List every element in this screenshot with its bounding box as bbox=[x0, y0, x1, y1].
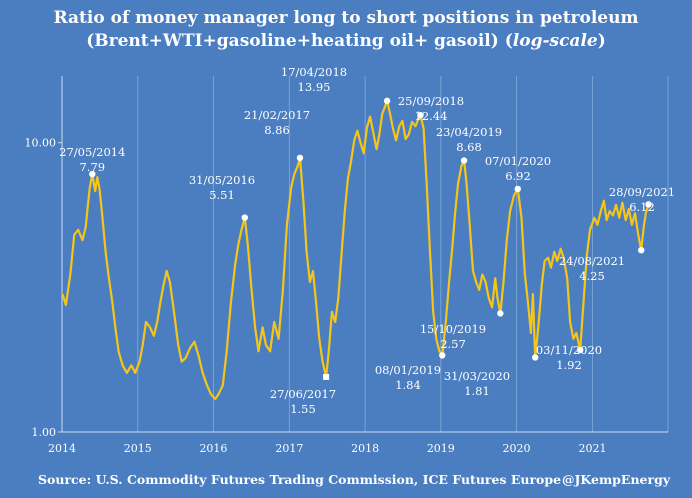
annotation-value: 7.79 bbox=[79, 160, 105, 174]
annotation-value: 6.12 bbox=[629, 200, 655, 214]
annotation-date: 23/04/2019 bbox=[436, 125, 502, 139]
annotation-marker bbox=[417, 112, 424, 119]
annotation-value: 6.92 bbox=[505, 169, 531, 183]
annotation-marker bbox=[89, 170, 96, 178]
annotation-marker bbox=[383, 97, 391, 105]
source-note: Source: U.S. Commodity Futures Trading C… bbox=[38, 472, 562, 487]
annotation-date: 24/08/2021 bbox=[559, 254, 625, 268]
y-tick-label: 1.00 bbox=[32, 426, 57, 439]
annotation-value: 8.68 bbox=[456, 140, 482, 154]
annotation-marker bbox=[497, 310, 504, 317]
annotation-value: 2.57 bbox=[440, 337, 466, 351]
annotation-date: 27/05/2014 bbox=[59, 145, 125, 159]
annotation-date: 17/04/2018 bbox=[281, 65, 347, 79]
annotation-date: 08/01/2019 bbox=[375, 363, 441, 377]
x-tick-label: 2018 bbox=[351, 442, 379, 455]
x-tick-label: 2017 bbox=[275, 442, 303, 455]
annotation-marker bbox=[638, 246, 645, 254]
subtitle-italic: log-scale bbox=[512, 31, 598, 51]
chart-title: Ratio of money manager long to short pos… bbox=[53, 8, 639, 28]
annotation-value: 4.25 bbox=[579, 269, 605, 283]
annotation-value: 1.92 bbox=[556, 358, 582, 372]
annotation-date: 25/09/2018 bbox=[398, 94, 464, 108]
annotation-marker bbox=[514, 185, 521, 193]
x-tick-label: 2014 bbox=[48, 442, 76, 455]
annotation-date: 15/10/2019 bbox=[420, 322, 486, 336]
annotation-value: 1.81 bbox=[464, 384, 490, 398]
subtitle-suffix: ) bbox=[597, 31, 606, 51]
x-tick-label: 2021 bbox=[578, 442, 606, 455]
x-tick-label: 2020 bbox=[503, 442, 531, 455]
annotation-marker bbox=[460, 157, 468, 164]
x-tick-label: 2016 bbox=[199, 442, 227, 455]
annotation-date: 21/02/2017 bbox=[244, 108, 310, 122]
annotation-date: 03/11/2020 bbox=[536, 343, 602, 357]
x-tick-label: 2015 bbox=[124, 442, 152, 455]
series-line bbox=[61, 99, 650, 401]
chart-subtitle: (Brent+WTI+gasoline+heating oil+ gasoil)… bbox=[0, 31, 692, 51]
annotation-marker bbox=[645, 201, 652, 208]
author-handle: @JKempEnergy bbox=[562, 472, 671, 487]
annotation-value: 1.55 bbox=[290, 402, 316, 416]
annotation-date: 31/05/2016 bbox=[189, 173, 255, 187]
annotation-marker bbox=[296, 154, 304, 162]
annotation-value: 12.44 bbox=[415, 109, 448, 123]
annotation-marker bbox=[241, 214, 248, 221]
annotation-date: 27/06/2017 bbox=[270, 387, 336, 401]
annotation-marker bbox=[439, 352, 446, 359]
x-tick-label: 2019 bbox=[427, 442, 455, 455]
annotation-date: 31/03/2020 bbox=[444, 369, 510, 383]
annotation-value: 8.86 bbox=[264, 123, 290, 137]
annotation-marker bbox=[323, 373, 330, 380]
annotation-value: 1.84 bbox=[395, 378, 421, 392]
annotation-value: 5.51 bbox=[209, 188, 235, 202]
annotation-date: 28/09/2021 bbox=[609, 185, 675, 199]
annotation-date: 07/01/2020 bbox=[485, 154, 551, 168]
annotation-value: 13.95 bbox=[298, 80, 331, 94]
annotation-marker bbox=[577, 346, 584, 354]
subtitle-prefix: (Brent+WTI+gasoline+heating oil+ gasoil)… bbox=[86, 31, 513, 51]
y-tick-label: 10.00 bbox=[25, 137, 57, 150]
annotation-marker bbox=[532, 354, 539, 361]
